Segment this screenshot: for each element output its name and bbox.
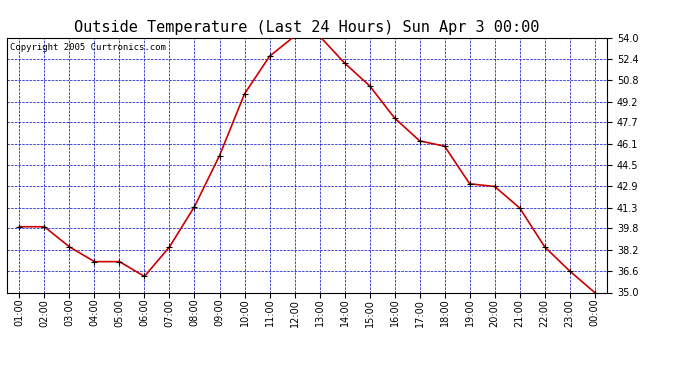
Text: Copyright 2005 Curtronics.com: Copyright 2005 Curtronics.com [10, 43, 166, 52]
Title: Outside Temperature (Last 24 Hours) Sun Apr 3 00:00: Outside Temperature (Last 24 Hours) Sun … [75, 20, 540, 35]
